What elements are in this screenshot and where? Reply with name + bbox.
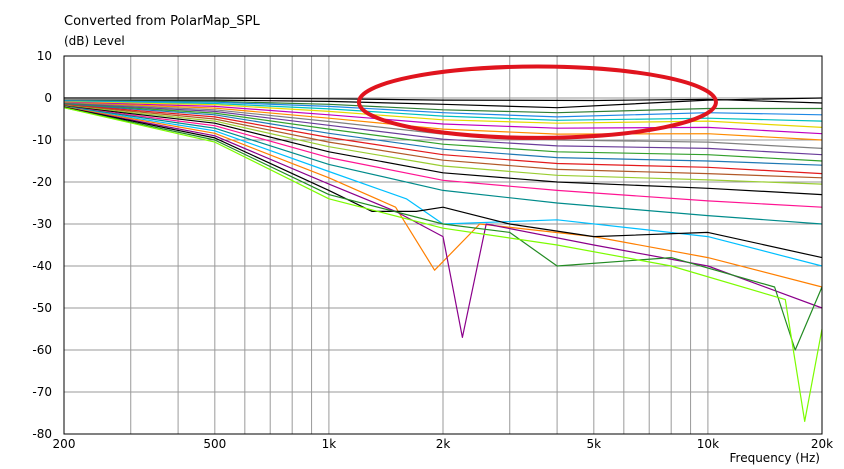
y-tick-label: -60 — [32, 343, 52, 357]
series-line — [63, 104, 823, 179]
series-line — [63, 101, 823, 135]
x-axis-label: Frequency (Hz) — [730, 451, 821, 465]
highlight-ellipse — [356, 64, 718, 140]
y-tick-label: 0 — [44, 91, 52, 105]
x-tick-label: 5k — [587, 437, 602, 451]
series-line — [63, 103, 823, 166]
chart-title: Converted from PolarMap_SPL — [64, 14, 260, 29]
y-tick-label: -30 — [32, 217, 52, 231]
series-line — [63, 100, 823, 122]
series-line — [63, 102, 823, 156]
series-line — [63, 104, 823, 175]
series-line — [63, 99, 822, 114]
x-tick-labels: 200 500 1k 2k 5k 10k 20k — [53, 437, 834, 451]
series-line — [63, 102, 823, 141]
series-line — [64, 97, 823, 104]
series-line — [63, 107, 823, 351]
x-tick-label: 500 — [203, 437, 226, 451]
series-line — [63, 107, 823, 422]
series-line — [63, 105, 823, 208]
y-tick-label: -70 — [32, 385, 52, 399]
series-line — [63, 105, 823, 196]
plot-frame — [63, 55, 823, 435]
x-tick-label: 10k — [697, 437, 719, 451]
x-tick-label: 1k — [322, 437, 337, 451]
series-line — [63, 101, 823, 128]
y-axis-label: (dB) Level — [64, 34, 125, 48]
y-tick-label: -20 — [32, 175, 52, 189]
x-tick-label: 2k — [436, 437, 451, 451]
series-line — [63, 105, 823, 225]
series-line — [63, 106, 823, 338]
series-line — [64, 97, 823, 109]
series-line — [63, 106, 823, 259]
y-tick-labels: 10 0 -10 -20 -30 -40 -50 -60 -70 -80 — [32, 49, 52, 441]
series-line — [63, 105, 823, 185]
y-tick-label: -40 — [32, 259, 52, 273]
y-tick-label: -10 — [32, 133, 52, 147]
series-line — [63, 103, 823, 162]
y-tick-label: 10 — [37, 49, 52, 63]
series-lines — [63, 97, 823, 422]
x-tick-label: 20k — [811, 437, 833, 451]
x-tick-label: 200 — [53, 437, 76, 451]
y-tick-label: -80 — [32, 427, 52, 441]
series-line — [63, 106, 823, 288]
y-tick-label: -50 — [32, 301, 52, 315]
